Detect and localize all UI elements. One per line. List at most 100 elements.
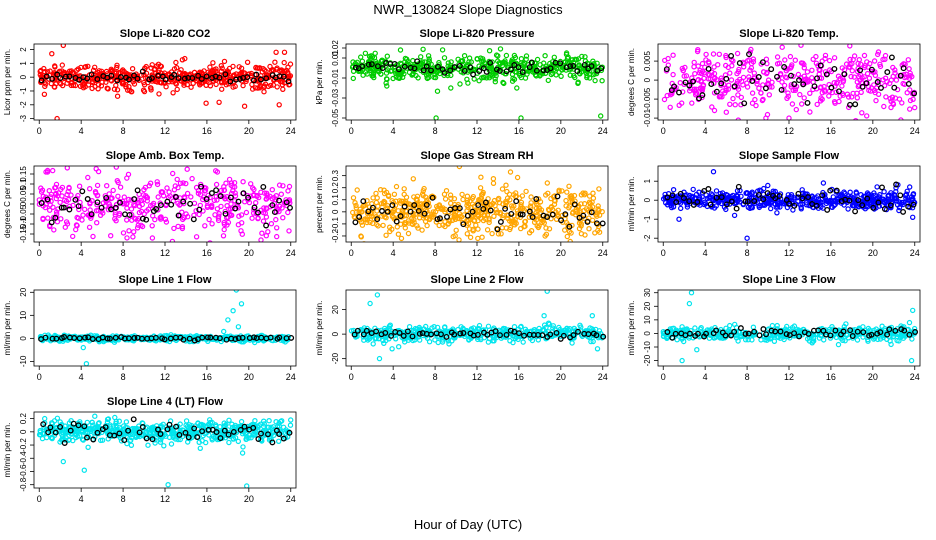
data-point xyxy=(811,338,817,344)
data-points xyxy=(349,46,606,120)
data-point xyxy=(357,217,363,223)
data-point xyxy=(210,60,216,66)
data-point xyxy=(858,61,864,68)
data-point xyxy=(99,79,105,85)
data-point xyxy=(814,101,820,108)
data-point xyxy=(447,328,454,334)
data-point-black xyxy=(414,58,421,65)
data-point xyxy=(679,357,685,364)
data-point xyxy=(135,222,141,228)
data-point xyxy=(893,188,899,195)
data-point xyxy=(499,186,506,192)
x-tick-label: 4 xyxy=(703,126,708,136)
data-point xyxy=(52,64,58,70)
data-point xyxy=(129,217,135,223)
data-point-black xyxy=(117,199,123,206)
data-point-black xyxy=(175,212,182,219)
data-point xyxy=(911,325,918,332)
data-point-black xyxy=(476,68,483,74)
data-point xyxy=(688,290,695,296)
data-point-black xyxy=(593,220,600,227)
x-tick-label: 4 xyxy=(391,126,396,136)
data-point-black xyxy=(864,195,871,202)
data-point-black xyxy=(461,67,468,74)
x-tick-label: 12 xyxy=(472,372,482,382)
x-tick-label: 0 xyxy=(37,248,42,258)
data-point-black xyxy=(480,205,487,212)
data-point xyxy=(580,190,586,196)
data-points xyxy=(350,166,606,242)
data-point xyxy=(829,89,835,96)
data-point xyxy=(822,88,828,95)
data-point-black xyxy=(216,74,223,81)
data-point xyxy=(888,98,894,105)
data-point xyxy=(707,76,713,82)
data-point xyxy=(272,59,278,65)
data-point xyxy=(441,55,448,61)
data-point-black xyxy=(208,190,215,197)
data-point xyxy=(379,213,385,219)
data-point xyxy=(702,201,709,207)
data-point xyxy=(44,169,51,175)
data-point-black xyxy=(88,71,95,78)
data-point-black xyxy=(38,77,45,84)
data-point xyxy=(536,325,542,332)
data-point xyxy=(527,329,533,335)
data-point xyxy=(750,324,757,330)
data-point-black xyxy=(207,334,214,341)
data-point-black xyxy=(236,76,243,82)
data-point xyxy=(115,74,121,81)
data-point xyxy=(68,192,74,198)
data-point-black xyxy=(388,332,395,339)
data-point xyxy=(214,197,220,203)
plot-frame xyxy=(33,289,297,367)
y-tick-label: -0.03 xyxy=(331,88,340,107)
data-point-black xyxy=(774,73,780,80)
data-point xyxy=(754,199,761,205)
data-point xyxy=(268,220,275,227)
data-point-black xyxy=(707,201,714,208)
data-point xyxy=(451,195,458,202)
data-point xyxy=(157,79,164,85)
data-point xyxy=(359,222,366,228)
data-point-black xyxy=(594,67,601,74)
data-point xyxy=(689,100,695,106)
data-point xyxy=(47,207,53,213)
data-point xyxy=(880,334,886,341)
data-point xyxy=(786,115,792,120)
data-point xyxy=(403,220,409,226)
data-point xyxy=(575,204,581,211)
data-point xyxy=(268,82,274,89)
data-point xyxy=(837,193,844,199)
chart-title: Slope Line 3 Flow xyxy=(743,274,836,286)
data-point-black xyxy=(696,95,702,102)
data-point xyxy=(150,200,157,207)
data-point xyxy=(820,189,826,196)
data-point xyxy=(59,193,65,199)
data-point xyxy=(900,80,906,87)
data-point-black xyxy=(126,211,133,218)
x-tick-label: 16 xyxy=(514,248,524,258)
x-tick-label: 20 xyxy=(868,248,878,258)
data-point xyxy=(756,204,763,211)
y-tick-label: -0.15 xyxy=(19,224,28,243)
data-point xyxy=(374,292,381,298)
data-point-black xyxy=(148,75,155,82)
data-point-black xyxy=(855,197,862,204)
y-axis-label: ml/min per min. xyxy=(3,301,12,356)
data-point xyxy=(164,185,170,191)
data-points xyxy=(660,290,919,364)
data-point xyxy=(130,229,137,235)
data-point-black xyxy=(791,81,798,88)
data-point xyxy=(894,337,900,344)
data-point xyxy=(120,230,127,236)
y-tick-label: 0.1 xyxy=(331,194,340,206)
data-point xyxy=(883,94,889,100)
data-point xyxy=(422,59,428,65)
data-point xyxy=(798,60,805,66)
y-axis-label: ml/min per min. xyxy=(627,177,636,232)
data-point xyxy=(750,59,757,65)
data-point xyxy=(264,72,270,79)
data-point xyxy=(149,223,155,229)
